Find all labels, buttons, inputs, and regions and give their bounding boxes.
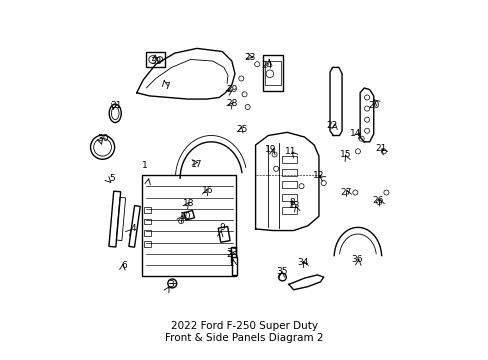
Circle shape: [376, 199, 381, 204]
Text: 28: 28: [226, 99, 238, 108]
Bar: [281, 194, 297, 201]
Text: 10: 10: [180, 212, 191, 221]
Text: 15: 15: [339, 150, 350, 159]
Text: 12: 12: [313, 171, 324, 180]
Text: 20: 20: [367, 101, 379, 110]
Bar: [129, 206, 140, 247]
Ellipse shape: [109, 104, 121, 122]
Text: 4: 4: [130, 225, 136, 234]
Circle shape: [90, 135, 114, 159]
Text: 32: 32: [150, 57, 162, 66]
Bar: [144, 241, 151, 247]
Text: 27: 27: [340, 188, 351, 197]
Text: 9: 9: [219, 223, 225, 232]
Text: 29: 29: [226, 85, 238, 94]
Circle shape: [244, 104, 250, 109]
Bar: [144, 230, 151, 235]
Circle shape: [359, 136, 364, 141]
Text: 14: 14: [349, 129, 360, 138]
Circle shape: [238, 76, 244, 81]
Text: 5: 5: [109, 174, 115, 183]
Text: 33: 33: [225, 248, 237, 257]
Circle shape: [178, 219, 183, 224]
Bar: [263, 55, 283, 91]
Text: 23: 23: [244, 53, 255, 62]
Text: 21: 21: [374, 144, 386, 153]
Bar: [144, 207, 151, 213]
Circle shape: [355, 149, 360, 154]
Text: 13: 13: [289, 201, 300, 210]
Circle shape: [242, 92, 246, 97]
Text: 19: 19: [264, 145, 276, 154]
Circle shape: [352, 190, 357, 195]
Circle shape: [271, 152, 277, 157]
Text: 1: 1: [142, 161, 147, 170]
Text: 26: 26: [372, 196, 383, 205]
Bar: [230, 247, 236, 262]
Bar: [281, 181, 297, 188]
Bar: [281, 207, 297, 214]
Text: 6: 6: [121, 261, 127, 270]
Circle shape: [278, 273, 286, 281]
Circle shape: [298, 184, 304, 189]
Text: 8: 8: [288, 198, 294, 207]
Circle shape: [182, 212, 186, 217]
Text: 36: 36: [350, 255, 362, 264]
Text: 16: 16: [202, 186, 213, 195]
Text: 2: 2: [226, 250, 232, 259]
Text: 24: 24: [261, 61, 272, 70]
Bar: [142, 175, 236, 276]
Text: 34: 34: [297, 258, 308, 267]
Bar: [218, 226, 230, 242]
Text: 11: 11: [284, 147, 296, 156]
Text: 2022 Ford F-250 Super Duty
Front & Side Panels Diagram 2: 2022 Ford F-250 Super Duty Front & Side …: [165, 321, 323, 343]
Circle shape: [254, 62, 259, 67]
Circle shape: [167, 279, 176, 288]
Text: 31: 31: [110, 101, 122, 110]
Bar: [116, 197, 125, 240]
Circle shape: [321, 180, 325, 185]
Circle shape: [383, 190, 388, 195]
Text: 3: 3: [168, 280, 174, 289]
Bar: [265, 61, 280, 85]
Text: 18: 18: [183, 199, 194, 208]
Bar: [144, 219, 151, 224]
Bar: [231, 257, 236, 275]
Bar: [109, 191, 121, 247]
Text: 30: 30: [97, 134, 108, 143]
Circle shape: [381, 149, 386, 154]
Bar: [281, 169, 297, 176]
Text: 25: 25: [236, 125, 247, 134]
Circle shape: [273, 166, 278, 171]
Text: 22: 22: [325, 122, 337, 130]
Text: 35: 35: [276, 267, 288, 276]
Text: 17: 17: [191, 159, 203, 168]
Bar: [146, 52, 165, 67]
Bar: [281, 156, 297, 163]
Bar: [183, 211, 194, 220]
Text: 7: 7: [163, 82, 169, 91]
